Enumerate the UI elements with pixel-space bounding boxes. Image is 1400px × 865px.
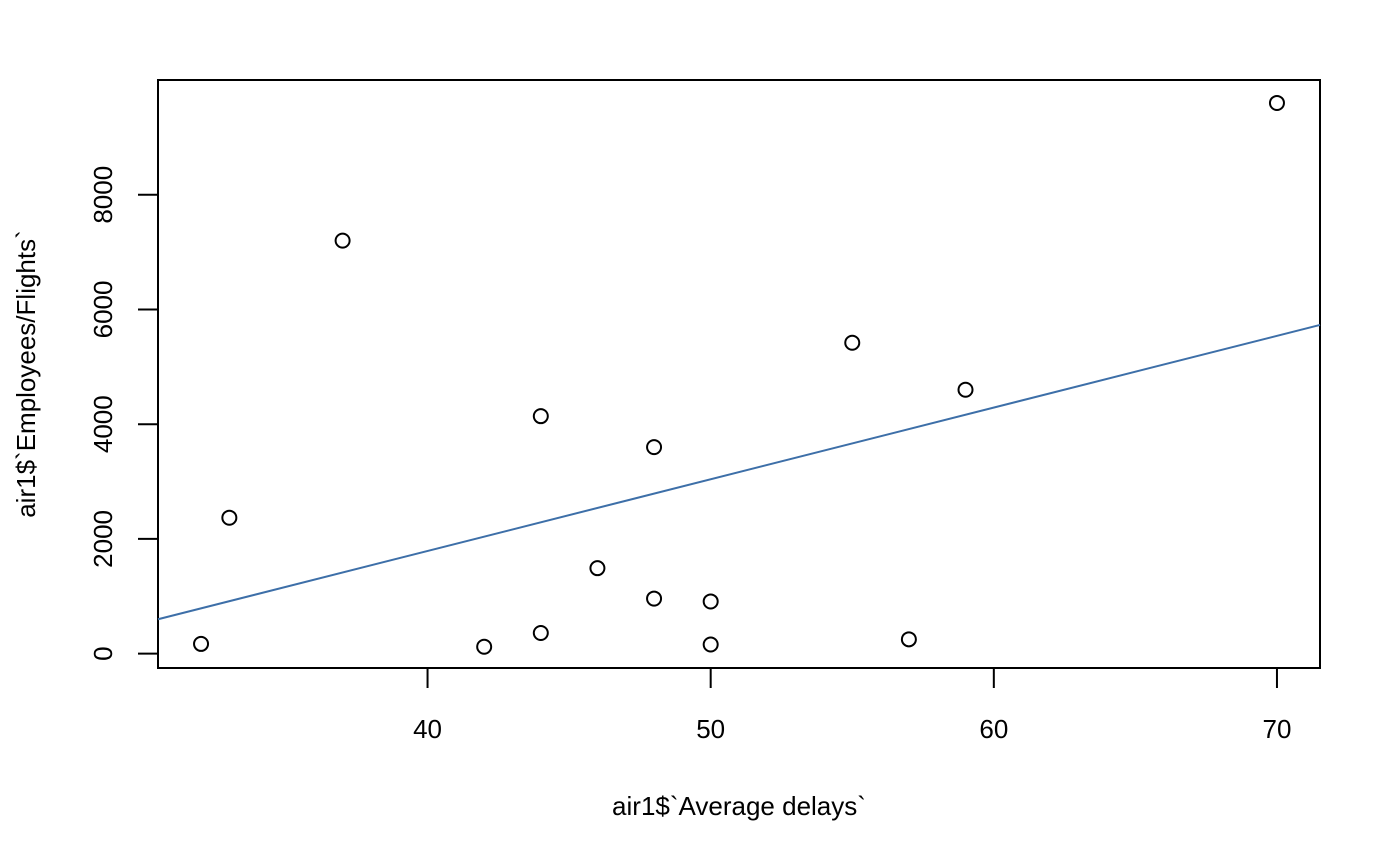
y-tick-label: 8000	[88, 166, 118, 224]
x-tick-label: 70	[1263, 714, 1292, 744]
y-axis: 0 2000 4000 6000 8000	[88, 166, 159, 661]
x-tick-label: 40	[413, 714, 442, 744]
data-point	[334, 232, 351, 249]
y-tick-label: 4000	[88, 395, 118, 453]
data-point	[844, 334, 861, 351]
y-tick-label: 2000	[88, 510, 118, 568]
data-point	[702, 636, 719, 653]
y-tick-label: 0	[88, 646, 118, 660]
data-point	[476, 638, 493, 655]
data-point	[646, 439, 663, 456]
data-point	[221, 509, 238, 526]
regression-line-group	[157, 323, 1321, 621]
x-axis: 40 50 60 70	[413, 667, 1292, 744]
plot-frame	[157, 79, 1321, 669]
data-point	[532, 408, 549, 425]
data-point	[702, 593, 719, 610]
data-point	[900, 631, 917, 648]
data-point	[193, 635, 210, 652]
x-tick-label: 60	[979, 714, 1008, 744]
data-point	[646, 590, 663, 607]
x-axis-label: air1$`Average delays`	[612, 791, 866, 821]
data-point	[1268, 94, 1285, 111]
regression-line	[157, 323, 1321, 621]
data-point	[957, 381, 974, 398]
data-points	[193, 94, 1285, 655]
y-axis-label: air1$`Employees/Flights`	[11, 230, 41, 518]
y-tick-label: 6000	[88, 281, 118, 339]
data-point	[532, 625, 549, 642]
x-tick-label: 50	[696, 714, 725, 744]
data-point	[589, 560, 606, 577]
